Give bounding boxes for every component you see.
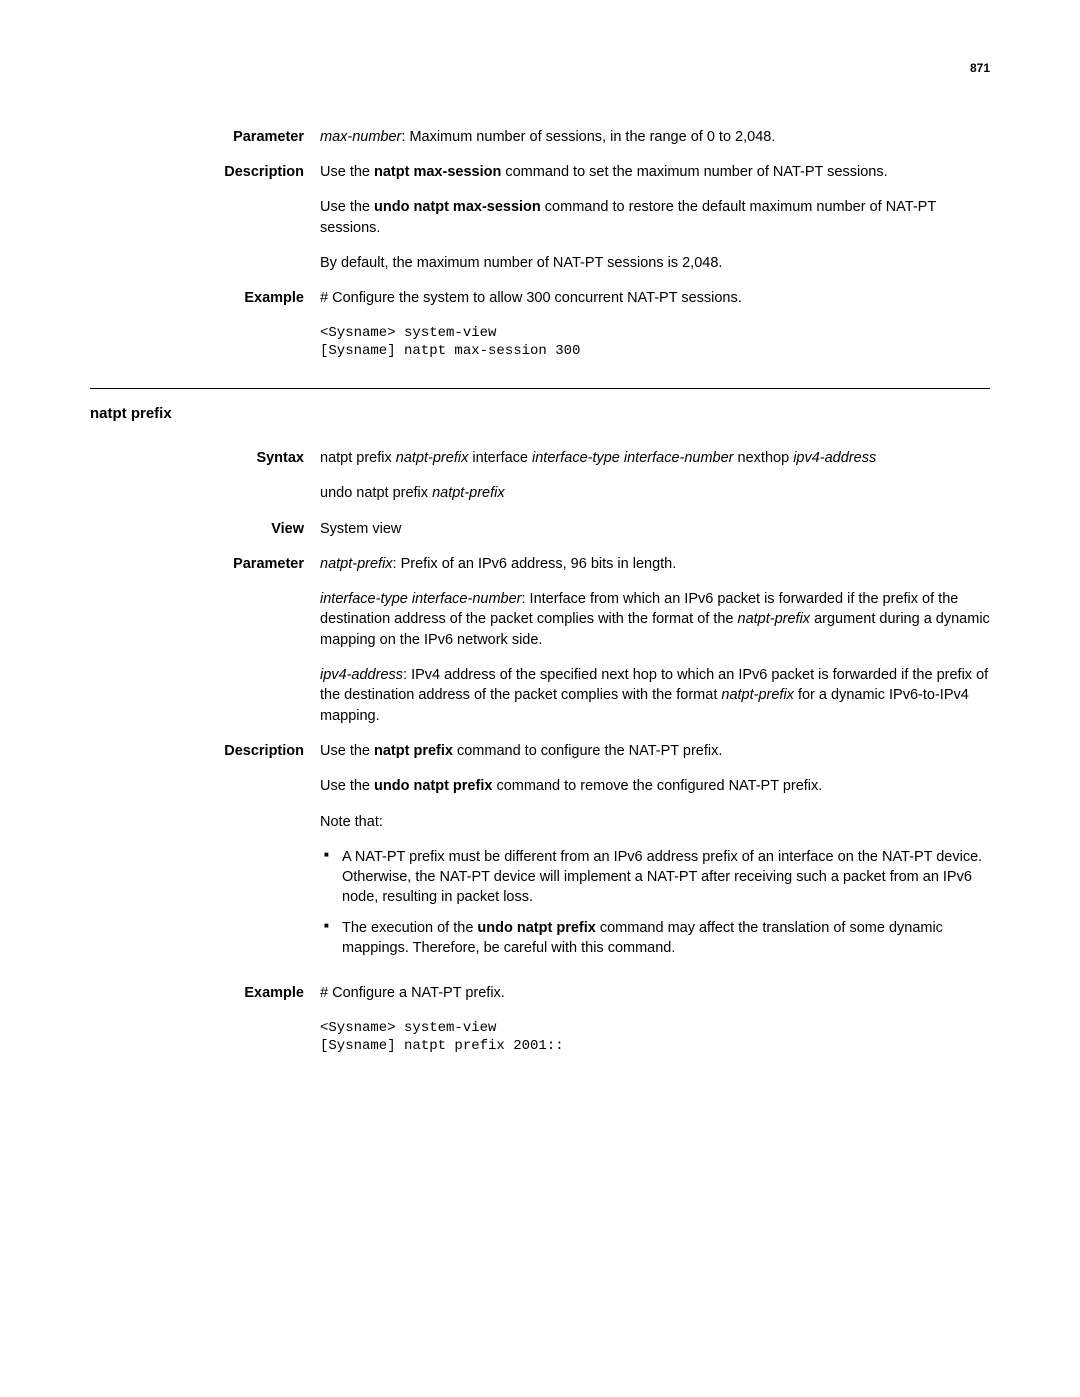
- param-name: interface-type interface-number: [320, 591, 522, 607]
- note-intro: Note that:: [320, 812, 990, 832]
- syntax-kw: nexthop: [738, 450, 790, 466]
- bullet-cmd: undo natpt prefix: [477, 920, 595, 936]
- label-description: Description: [90, 162, 320, 273]
- desc-cmd: natpt prefix: [374, 743, 453, 759]
- desc-cmd: natpt max-session: [374, 164, 501, 180]
- syntax-arg: natpt-prefix: [396, 450, 469, 466]
- label-view: View: [90, 519, 320, 539]
- view-text: System view: [320, 519, 990, 539]
- desc-text: Use the: [320, 164, 374, 180]
- description-content: Use the natpt max-session command to set…: [320, 162, 990, 273]
- syntax-content: natpt prefix natpt-prefix interface inte…: [320, 448, 990, 504]
- desc-text: command to set the maximum number of NAT…: [501, 164, 887, 180]
- desc-text: command to configure the NAT-PT prefix.: [453, 743, 722, 759]
- example-code: <Sysname> system-view [Sysname] natpt pr…: [320, 1019, 990, 1055]
- description-row: Description Use the natpt max-session co…: [90, 162, 990, 273]
- desc-cmd: undo natpt prefix: [374, 778, 492, 794]
- param-name: natpt-prefix: [320, 556, 393, 572]
- label-description: Description: [90, 741, 320, 968]
- syntax-kw: undo natpt prefix: [320, 485, 428, 501]
- example-intro: # Configure a NAT-PT prefix.: [320, 983, 990, 1003]
- syntax-arg: ipv4-address: [793, 450, 876, 466]
- param-name: ipv4-address: [320, 667, 403, 683]
- desc-text: Use the: [320, 778, 374, 794]
- section-title: natpt prefix: [90, 403, 990, 424]
- view-content: System view: [320, 519, 990, 539]
- bullet-text: The execution of the: [342, 920, 477, 936]
- parameter-content: max-number: Maximum number of sessions, …: [320, 127, 990, 147]
- param-desc: : Maximum number of sessions, in the ran…: [401, 129, 775, 145]
- example-content: # Configure a NAT-PT prefix. <Sysname> s…: [320, 983, 990, 1055]
- param-ref: natpt-prefix: [738, 611, 811, 627]
- example-content: # Configure the system to allow 300 conc…: [320, 288, 990, 360]
- syntax-kw: interface: [472, 450, 528, 466]
- label-example: Example: [90, 288, 320, 360]
- page-number: 871: [90, 60, 990, 77]
- desc-cmd: undo natpt max-session: [374, 199, 541, 215]
- notes-list: A NAT-PT prefix must be different from a…: [320, 847, 990, 958]
- label-parameter: Parameter: [90, 554, 320, 726]
- description-content: Use the natpt prefix command to configur…: [320, 741, 990, 968]
- syntax-kw: natpt prefix: [320, 450, 392, 466]
- parameter-row: Parameter max-number: Maximum number of …: [90, 127, 990, 147]
- example-row-2: Example # Configure a NAT-PT prefix. <Sy…: [90, 983, 990, 1055]
- param-desc: : Prefix of an IPv6 address, 96 bits in …: [393, 556, 677, 572]
- example-intro: # Configure the system to allow 300 conc…: [320, 288, 990, 308]
- example-row: Example # Configure the system to allow …: [90, 288, 990, 360]
- syntax-arg: natpt-prefix: [432, 485, 505, 501]
- parameter-content: natpt-prefix: Prefix of an IPv6 address,…: [320, 554, 990, 726]
- description-row-2: Description Use the natpt prefix command…: [90, 741, 990, 968]
- label-syntax: Syntax: [90, 448, 320, 504]
- syntax-row: Syntax natpt prefix natpt-prefix interfa…: [90, 448, 990, 504]
- param-name: max-number: [320, 129, 401, 145]
- example-code: <Sysname> system-view [Sysname] natpt ma…: [320, 324, 990, 360]
- view-row: View System view: [90, 519, 990, 539]
- section-divider: [90, 388, 990, 389]
- param-ref: natpt-prefix: [721, 687, 794, 703]
- desc-text: Use the: [320, 743, 374, 759]
- desc-text: By default, the maximum number of NAT-PT…: [320, 253, 990, 273]
- desc-text: command to remove the configured NAT-PT …: [492, 778, 822, 794]
- label-parameter: Parameter: [90, 127, 320, 147]
- list-item: A NAT-PT prefix must be different from a…: [320, 847, 990, 908]
- desc-text: Use the: [320, 199, 374, 215]
- list-item: The execution of the undo natpt prefix c…: [320, 918, 990, 959]
- parameter-row-2: Parameter natpt-prefix: Prefix of an IPv…: [90, 554, 990, 726]
- label-example: Example: [90, 983, 320, 1055]
- syntax-arg: interface-type interface-number: [532, 450, 734, 466]
